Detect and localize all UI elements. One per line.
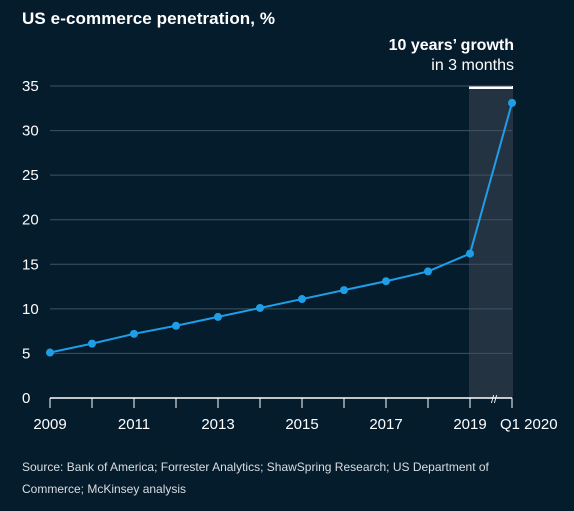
data-point-2014 <box>256 303 264 312</box>
data-point-2019 <box>466 249 474 258</box>
data-point-2009 <box>46 348 54 357</box>
x-tick-label-1: 2011 <box>118 416 150 433</box>
y-tick-label-10: 10 <box>22 301 39 318</box>
y-tick-label-25: 25 <box>22 167 39 184</box>
data-point-2015 <box>298 295 306 304</box>
source-note: Source: Bank of America; Forrester Analy… <box>22 460 489 496</box>
x-tick-label-2: 2013 <box>201 416 234 433</box>
y-tick-label-20: 20 <box>22 212 39 229</box>
x-tick-label-0: 2009 <box>33 416 66 433</box>
x-tick-label-5: 2019 <box>453 416 486 433</box>
axis-break-marker: // <box>491 394 498 406</box>
data-point-2012 <box>172 321 180 330</box>
highlight-top-bar <box>469 86 513 89</box>
data-point-2017 <box>382 277 390 286</box>
highlight-band <box>469 86 513 398</box>
highlight-annotation: 10 years’ growth in 3 months <box>389 36 514 76</box>
line-chart: 0 5 10 15 20 25 30 35 2009 2011 2013 2015 2017 2019 Q1… <box>22 78 558 433</box>
x-tick-label-3: 2015 <box>285 416 318 433</box>
annotation-bold-label: 10 years’ growth <box>388 37 514 54</box>
chart-title: US e-commerce penetration, % <box>22 9 276 28</box>
data-point-Q1 2020 <box>508 98 516 107</box>
data-point-2010 <box>88 339 96 348</box>
x-tick-label-6: Q1 2020 <box>500 416 558 433</box>
y-tick-label-35: 35 <box>22 78 39 95</box>
annotation-regular-label: in 3 months <box>431 57 514 74</box>
data-point-2013 <box>214 312 222 321</box>
y-tick-label-5: 5 <box>22 345 30 362</box>
data-point-2018 <box>424 267 432 276</box>
data-point-2016 <box>340 286 348 295</box>
data-point-2011 <box>130 329 138 338</box>
y-tick-label-0: 0 <box>22 390 30 407</box>
y-tick-label-15: 15 <box>22 256 39 273</box>
x-tick-label-4: 2017 <box>369 416 402 433</box>
y-tick-label-30: 30 <box>22 123 39 140</box>
series-line <box>49 102 513 354</box>
